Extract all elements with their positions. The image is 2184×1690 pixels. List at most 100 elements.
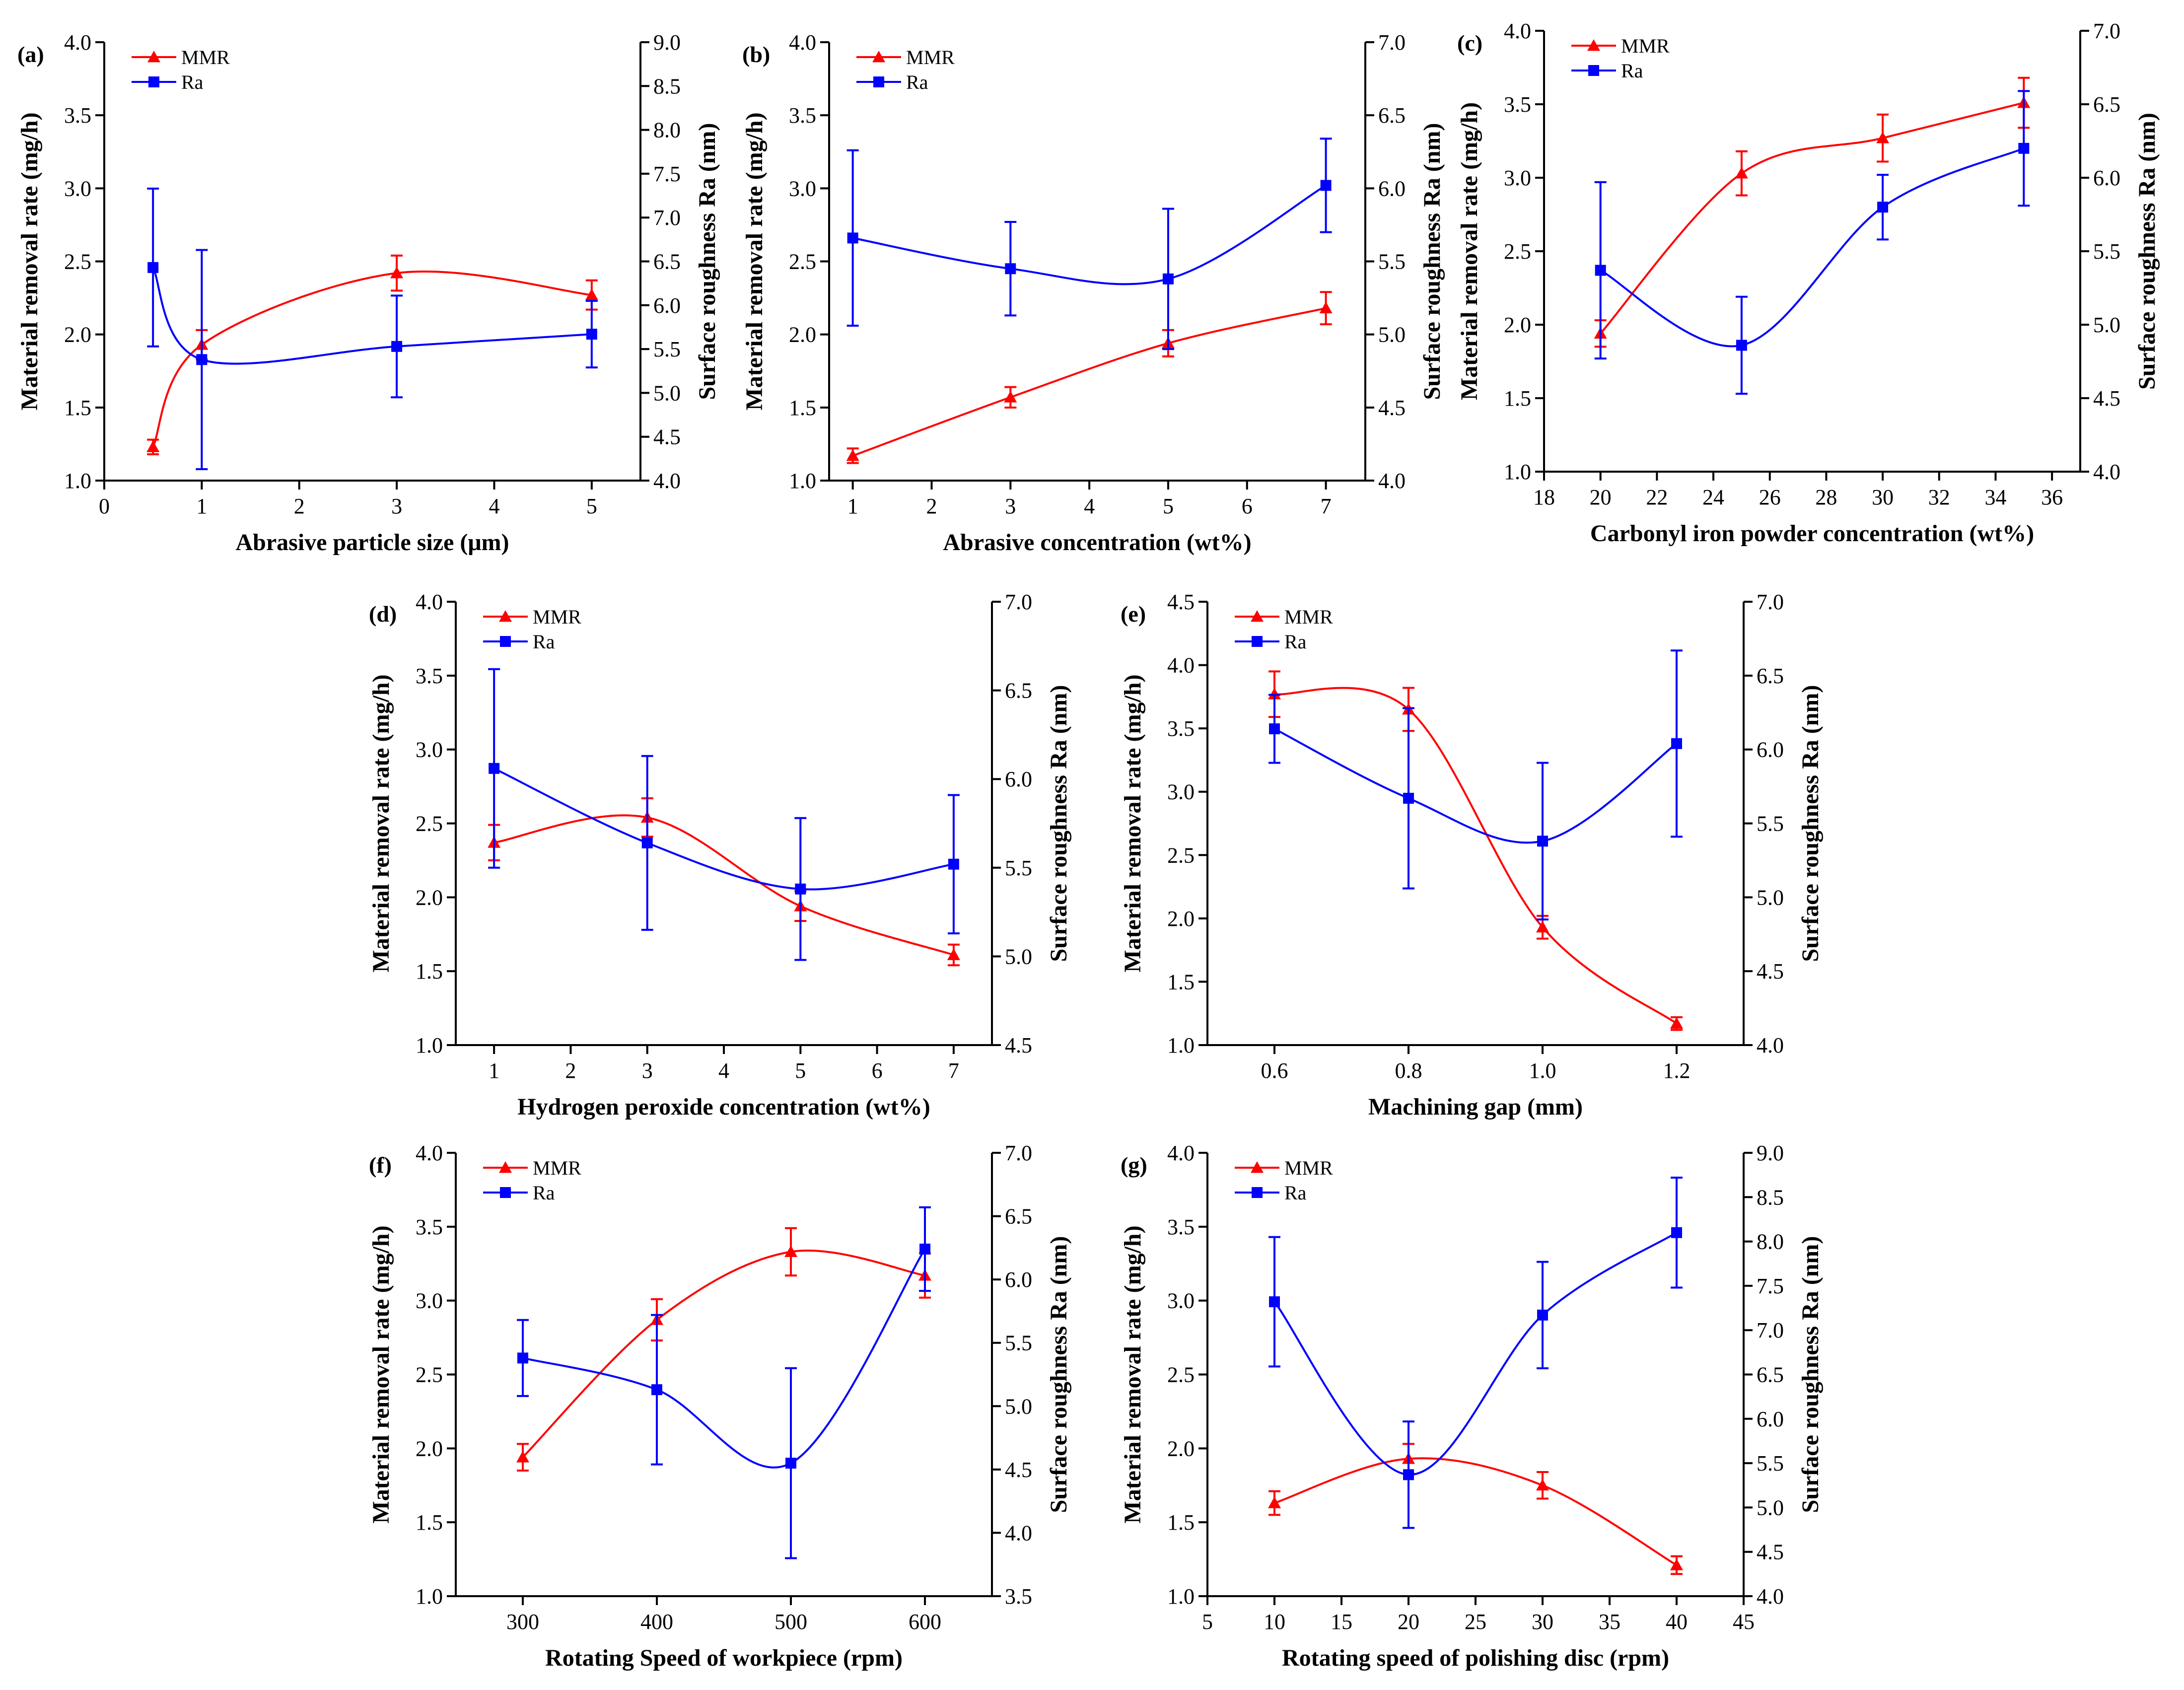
x-tick-label: 5 [1202, 1610, 1213, 1634]
x-tick-label: 24 [1702, 485, 1724, 509]
mmr-point [1670, 1017, 1683, 1029]
y-right-tick-label: 4.5 [1378, 396, 1406, 420]
series-mmr [488, 797, 960, 967]
panel-label: (c) [1457, 30, 1482, 56]
x-tick-label: 2 [926, 494, 937, 518]
ra-point [489, 763, 500, 774]
mmr-point [1268, 688, 1281, 700]
y-left-tick-label: 2.5 [64, 250, 91, 274]
y-left-tick-label: 2.5 [1504, 239, 1531, 264]
legend-marker-ra [500, 636, 511, 647]
y-right-tick-label: 5.5 [1757, 1451, 1784, 1476]
y-right-tick-label: 5.5 [1005, 1331, 1032, 1355]
legend-label-mmr: MMR [181, 46, 230, 69]
ra-point [847, 232, 858, 244]
y-right-tick-label: 6.5 [1757, 1363, 1784, 1387]
x-tick-label: 3 [1005, 494, 1016, 518]
panel-label: (d) [369, 601, 397, 627]
series-ra [517, 1206, 931, 1559]
y-left-tick-label: 2.0 [64, 323, 91, 347]
y-right-tick-label: 5.0 [1757, 1495, 1784, 1520]
y-right-tick-label: 4.5 [2093, 386, 2120, 411]
mmr-point [784, 1245, 797, 1257]
y-right-tick-label: 4.0 [653, 469, 681, 493]
y-right-tick-label: 6.5 [653, 250, 681, 274]
x-tick-label: 7 [1321, 494, 1332, 518]
legend-marker-ra [148, 76, 159, 87]
panel-d: 1 2 3 4 5 6 7 1.0 1.5 2.0 2.5 3.0 3.5 4.0 4.5 5.0 5.5 6.0… [368, 590, 1072, 1120]
y-left-tick-label: 3.5 [789, 103, 816, 128]
y-left-tick-label: 4.0 [1504, 19, 1531, 43]
y-right-axis-title: Surface roughness Ra (nm) [1419, 123, 1445, 400]
x-tick-label: 1 [847, 494, 858, 518]
ra-curve [1600, 147, 2025, 348]
mmr-curve [522, 1249, 925, 1458]
legend-label-ra: Ra [181, 71, 204, 93]
x-tick-label: 300 [506, 1610, 539, 1634]
y-left-tick-label: 1.5 [416, 959, 443, 984]
panel-label: (e) [1121, 601, 1146, 627]
x-tick-label: 25 [1465, 1610, 1486, 1634]
y-right-tick-label: 4.0 [1757, 1584, 1784, 1609]
y-left-tick-label: 2.0 [416, 885, 443, 910]
y-right-tick-label: 4.5 [1005, 1033, 1032, 1057]
mmr-point [585, 288, 598, 300]
legend-label-ra: Ra [1621, 60, 1643, 82]
ra-point [1736, 340, 1747, 351]
y-right-tick-label: 4.0 [1378, 469, 1406, 493]
y-right-tick-label: 6.5 [1757, 664, 1784, 688]
y-right-tick-label: 7.0 [1378, 30, 1406, 55]
y-right-tick-label: 9.0 [1757, 1141, 1784, 1165]
mmr-point [846, 449, 859, 461]
panel-label: (a) [17, 42, 44, 67]
y-left-tick-label: 1.0 [1167, 1584, 1195, 1609]
x-tick-label: 10 [1264, 1610, 1285, 1634]
legend-label-ra: Ra [906, 71, 928, 93]
y-left-tick-label: 3.5 [1167, 716, 1195, 741]
x-tick-label: 5 [795, 1058, 806, 1083]
legend-label-mmr: MMR [1284, 606, 1333, 628]
y-left-tick-label: 3.0 [416, 738, 443, 762]
legend-marker-ra [873, 76, 884, 87]
y-right-tick-label: 5.0 [1005, 944, 1032, 969]
y-left-tick-label: 2.0 [1167, 1436, 1195, 1461]
ra-point [1162, 273, 1174, 284]
legend-label-ra: Ra [533, 631, 555, 653]
x-tick-label: 1 [196, 494, 207, 518]
series-ra [488, 668, 960, 961]
ra-point [651, 1384, 662, 1396]
mmr-point [1004, 391, 1017, 403]
series-ra [1268, 1177, 1683, 1529]
y-left-tick-label: 1.5 [789, 396, 816, 420]
mmr-point [1735, 167, 1748, 179]
y-left-tick-label: 2.5 [789, 250, 816, 274]
y-left-tick-label: 1.5 [1167, 1510, 1195, 1535]
legend-marker-mmr [499, 1161, 512, 1173]
y-right-tick-label: 4.5 [1757, 1540, 1784, 1564]
ra-point [196, 354, 208, 365]
y-left-tick-label: 2.5 [416, 812, 443, 836]
legend-label-mmr: MMR [533, 606, 581, 628]
y-left-tick-label: 3.0 [416, 1289, 443, 1313]
y-right-tick-label: 7.0 [653, 206, 681, 230]
y-right-tick-label: 4.5 [1005, 1458, 1032, 1482]
y-left-tick-label: 3.0 [789, 176, 816, 201]
x-tick-label: 0.8 [1395, 1058, 1422, 1083]
y-left-tick-label: 4.0 [1167, 1141, 1195, 1165]
y-left-tick-label: 1.0 [789, 469, 816, 493]
y-left-axis-title: Material removal rate (mg/h) [1120, 1225, 1146, 1523]
y-right-tick-label: 5.0 [2093, 313, 2120, 337]
legend-marker-ra [500, 1187, 511, 1198]
panel-g: 5 10 15 20 25 30 35 40 45 1.0 1.5 2.0 2.5 3.0 3.5 4.0 4.… [1120, 1141, 1824, 1671]
ra-curve [152, 267, 592, 365]
ra-curve [1273, 1231, 1678, 1476]
ra-curve [493, 768, 954, 891]
y-left-tick-label: 1.0 [1167, 1033, 1195, 1057]
y-left-tick-label: 2.0 [1504, 313, 1531, 337]
